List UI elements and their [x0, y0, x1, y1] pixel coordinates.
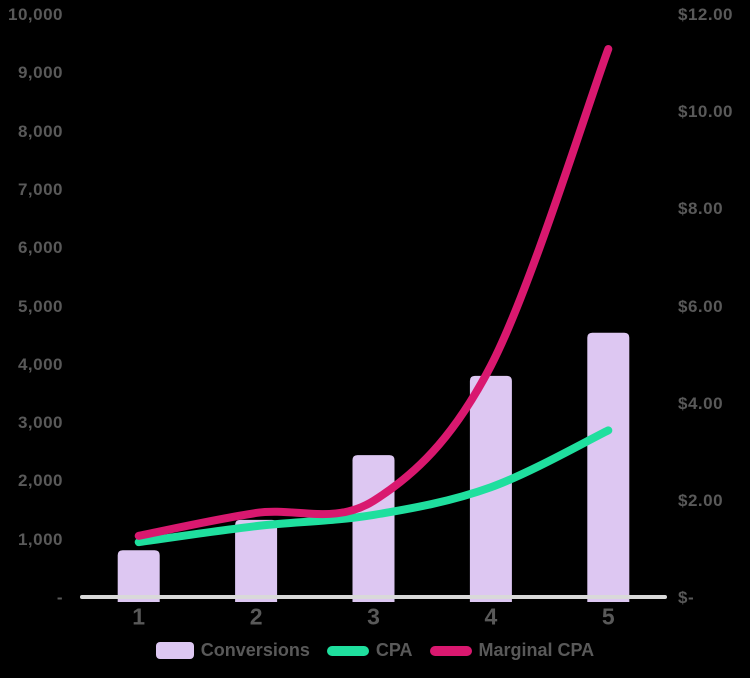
conversions-swatch-icon [155, 642, 194, 659]
cpa-swatch-icon [326, 645, 369, 656]
legend-item-cpa: CPA [326, 640, 413, 661]
y-axis-right-tick: $10.00 [678, 102, 733, 122]
y-axis-left-tick: 8,000 [17, 121, 63, 141]
marginal-cpa-line [134, 45, 613, 540]
y-axis-left-tick: 3,000 [17, 413, 63, 433]
x-axis-line [80, 595, 667, 599]
y-axis-right-tick: $6.00 [678, 296, 724, 316]
y-axis-left-tick: 1,000 [17, 529, 63, 549]
conversions-bar [352, 455, 395, 602]
x-axis-tick: 5 [601, 603, 615, 630]
y-axis-left-tick: - [56, 588, 63, 607]
x-axis-tick: 3 [367, 603, 380, 630]
legend-label-conversions: Conversions [200, 640, 310, 660]
conversions-bar [587, 332, 630, 602]
legend-label-marginal-cpa: Marginal CPA [478, 640, 595, 660]
y-axis-left-tick: 5,000 [17, 296, 63, 316]
y-axis-right-tick: $2.00 [678, 490, 724, 510]
y-axis-right-tick: $8.00 [678, 199, 724, 219]
y-axis-right-tick: $4.00 [678, 393, 724, 413]
marginal-cpa-swatch-icon [429, 645, 472, 656]
y-axis-left-tick: 4,000 [17, 354, 63, 374]
cpa-line [134, 426, 613, 547]
x-axis-tick: 1 [132, 603, 146, 630]
y-axis-left-tick: 2,000 [17, 471, 63, 491]
legend-item-marginal-cpa: Marginal CPA [429, 640, 595, 661]
y-axis-left-tick: 9,000 [17, 63, 63, 83]
y-axis-left-tick: 7,000 [17, 179, 63, 199]
legend-item-conversions: Conversions [155, 640, 310, 661]
y-axis-right-tick: $12.00 [678, 5, 733, 24]
y-axis-right-tick: $- [678, 588, 695, 607]
legend: Conversions CPA Marginal CPA [0, 640, 750, 661]
conversions-bar [235, 519, 278, 602]
legend-label-cpa: CPA [375, 640, 413, 660]
y-axis-left-tick: 6,000 [17, 238, 63, 258]
x-axis-tick: 2 [249, 603, 263, 630]
y-axis-left-tick: 10,000 [8, 5, 63, 24]
conversions-bar [117, 550, 160, 602]
x-axis-tick: 4 [484, 603, 498, 630]
